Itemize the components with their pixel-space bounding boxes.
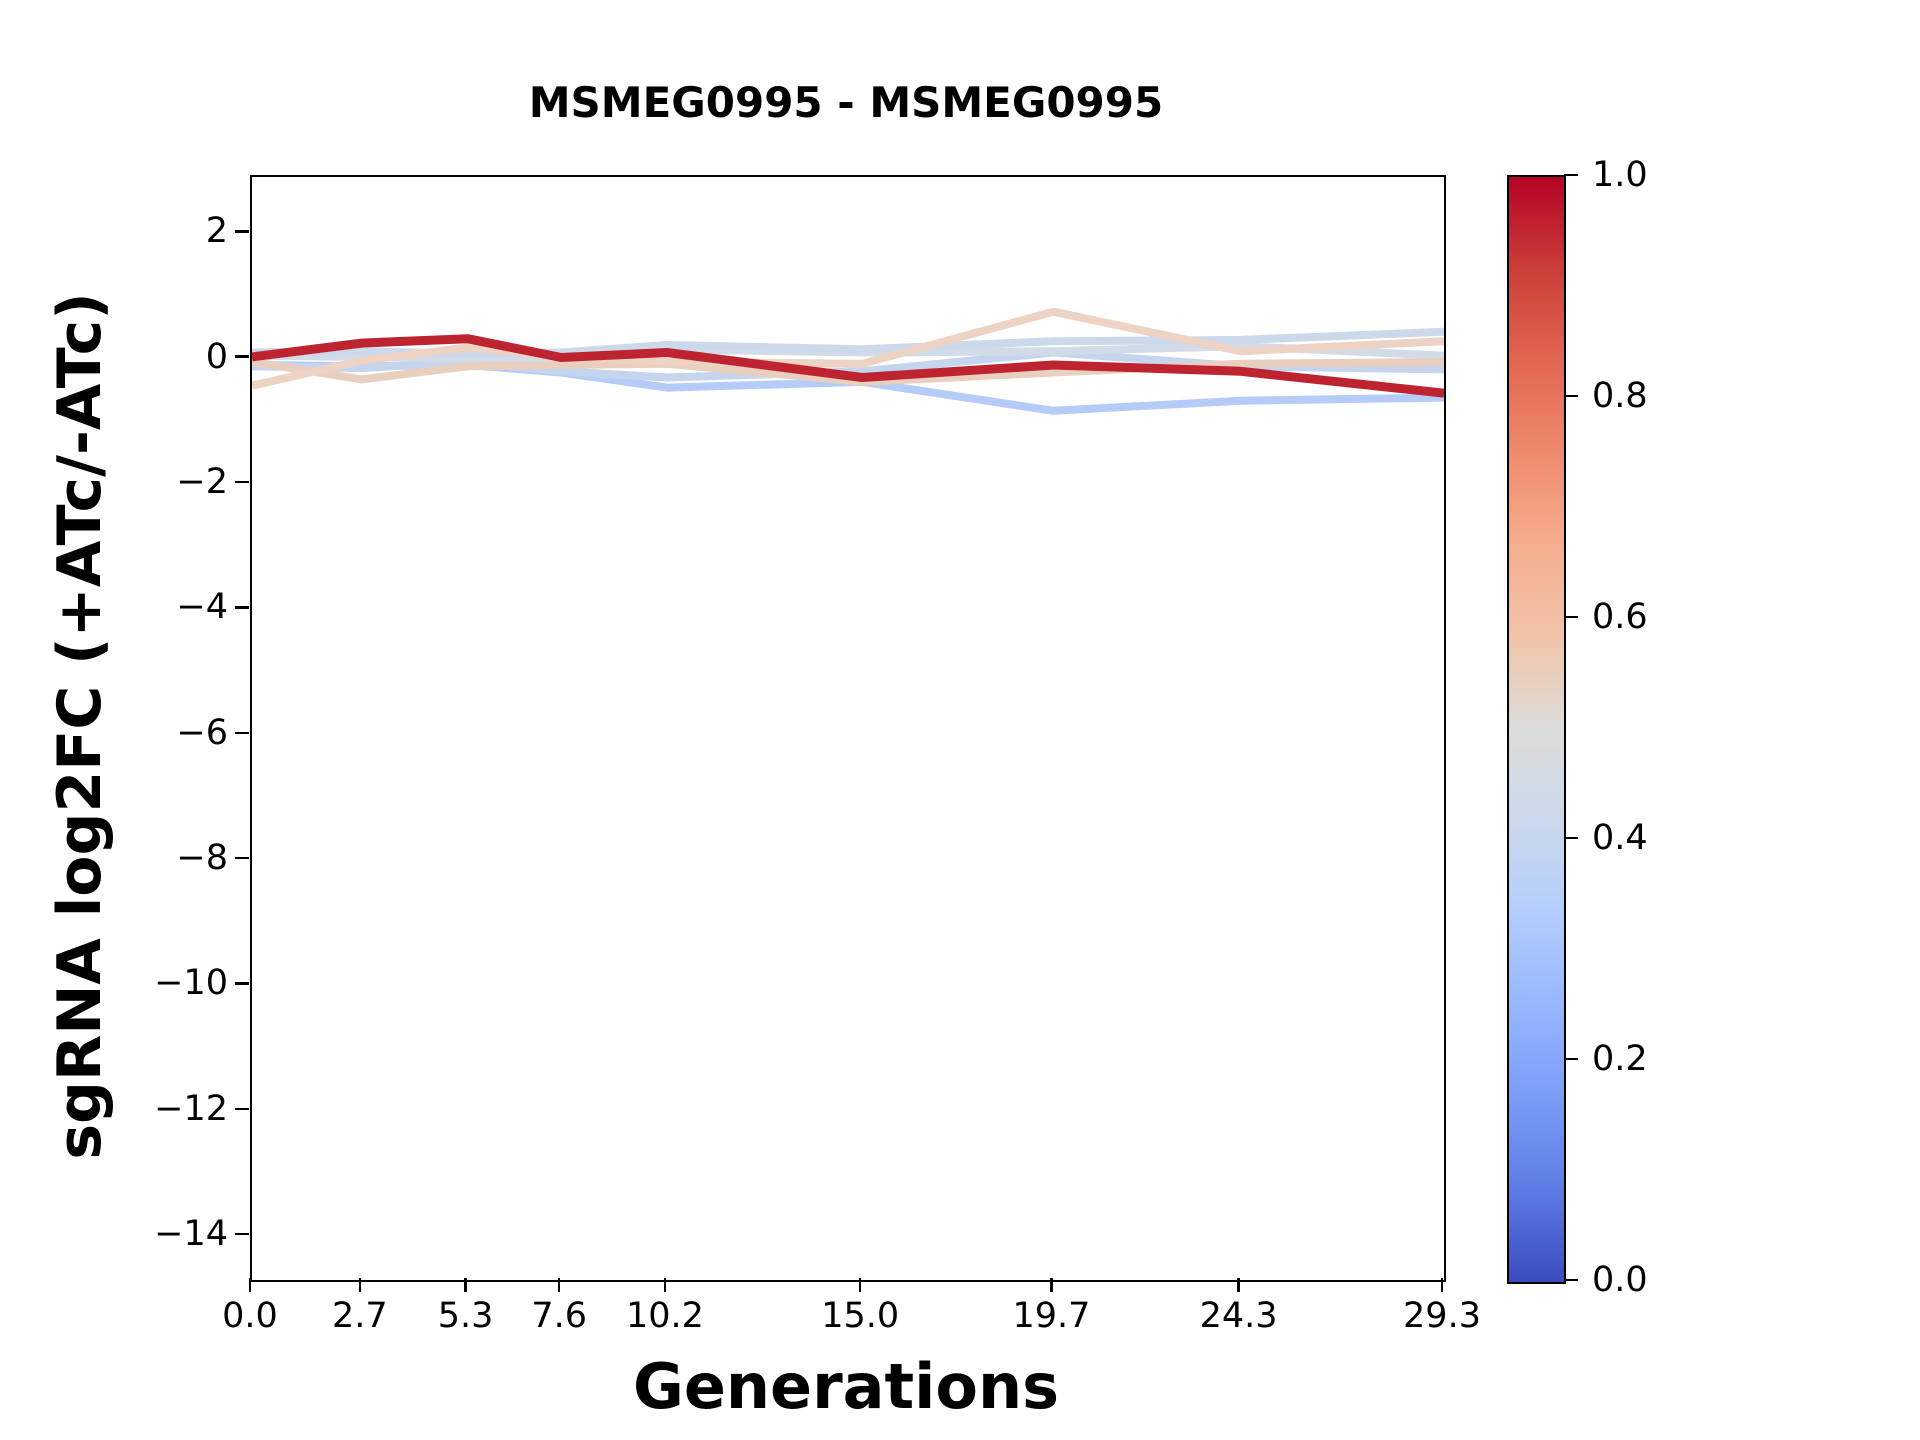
colorbar-tick-mark <box>1564 173 1578 177</box>
x-tick-mark <box>663 1278 667 1292</box>
x-tick-label: 19.7 <box>1012 1296 1091 1336</box>
y-tick-label: −14 <box>154 1214 228 1255</box>
y-tick-label: −12 <box>154 1088 228 1129</box>
x-tick-mark <box>358 1278 362 1292</box>
series-line-sgrna-tan-1 <box>252 307 1444 390</box>
colorbar-tick-label: 0.0 <box>1592 1260 1648 1300</box>
colorbar-tick-mark <box>1564 615 1578 619</box>
series-line-sgrna-grayblue-3 <box>252 348 1444 382</box>
x-tick-label: 7.6 <box>531 1296 588 1336</box>
x-tick-mark <box>1050 1278 1053 1292</box>
x-tick-mark <box>248 1278 252 1292</box>
y-tick-mark <box>235 982 249 985</box>
x-axis-label: Generations <box>632 1350 1060 1423</box>
x-tick-label: 15.0 <box>821 1296 900 1336</box>
x-tick-label: 10.2 <box>625 1296 704 1336</box>
x-tick-mark <box>1237 1278 1240 1292</box>
y-tick-label: −4 <box>176 587 228 628</box>
x-tick-label: 2.7 <box>331 1296 388 1336</box>
y-tick-mark <box>235 856 249 860</box>
colorbar-tick-label: 0.8 <box>1592 376 1648 416</box>
y-tick-label: 0 <box>205 336 228 377</box>
plot-area <box>250 175 1446 1282</box>
y-tick-mark <box>235 731 249 735</box>
y-tick-label: −10 <box>154 963 228 1004</box>
colorbar-tick-mark <box>1564 1278 1578 1282</box>
colorbar <box>1507 175 1566 1284</box>
y-tick-mark <box>235 480 249 484</box>
colorbar-tick-label: 1.0 <box>1592 155 1648 195</box>
x-tick-mark <box>464 1278 467 1292</box>
x-tick-label: 24.3 <box>1199 1296 1278 1336</box>
x-tick-mark <box>557 1278 561 1292</box>
y-axis-label: sgRNA log2FC (+ATc/-ATc) <box>45 292 115 1160</box>
colorbar-tick-mark <box>1564 1057 1578 1061</box>
colorbar-tick-label: 0.6 <box>1592 597 1648 637</box>
y-tick-label: −6 <box>176 712 228 753</box>
y-tick-label: −2 <box>176 462 228 503</box>
x-tick-mark <box>858 1278 862 1292</box>
y-tick-mark <box>235 1107 249 1111</box>
series-lines-canvas <box>252 307 1444 415</box>
y-tick-label: −8 <box>176 838 228 879</box>
chart-title: MSMEG0995 - MSMEG0995 <box>528 78 1164 127</box>
y-tick-label: 2 <box>205 211 228 252</box>
y-tick-mark <box>235 1232 249 1236</box>
colorbar-tick-label: 0.2 <box>1592 1039 1648 1079</box>
colorbar-gradient <box>1509 177 1564 1282</box>
colorbar-tick-label: 0.4 <box>1592 818 1648 858</box>
colorbar-tick-mark <box>1564 394 1578 398</box>
x-tick-label: 5.3 <box>437 1296 494 1336</box>
y-tick-mark <box>235 606 249 609</box>
x-tick-mark <box>1440 1278 1444 1292</box>
x-tick-label: 29.3 <box>1403 1296 1481 1336</box>
y-tick-mark <box>235 230 249 233</box>
x-tick-label: 0.0 <box>222 1296 278 1336</box>
y-tick-mark <box>235 355 249 358</box>
colorbar-tick-mark <box>1564 836 1578 840</box>
series-line-sgrna-red <box>252 334 1444 398</box>
